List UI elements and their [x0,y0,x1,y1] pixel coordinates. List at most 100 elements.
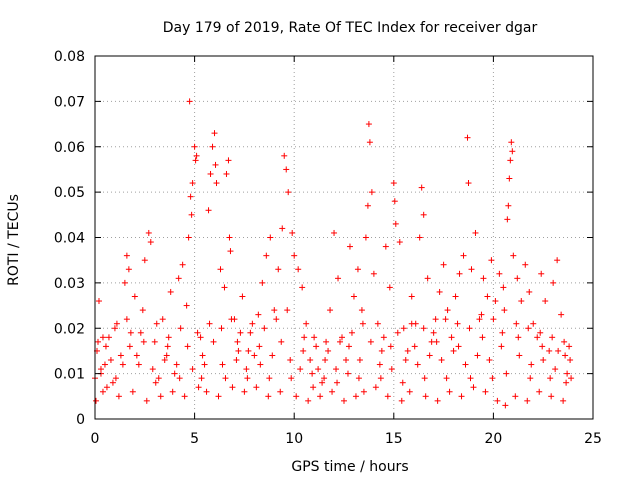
data-point [289,229,296,236]
data-point [283,166,290,173]
data-point [219,361,226,368]
data-point [507,157,514,164]
data-point [205,207,212,214]
data-point [466,325,473,332]
data-point [191,143,198,150]
data-point [443,375,450,382]
data-point [418,184,425,191]
data-point [506,175,513,182]
data-point [139,307,146,314]
data-point [358,307,365,314]
data-point [348,329,355,336]
data-point [278,338,285,345]
data-point [416,234,423,241]
data-point [109,379,116,386]
x-tick-label: 20 [484,431,502,447]
data-point [277,388,284,395]
data-point [525,325,532,332]
data-point [337,338,344,345]
data-point [420,325,427,332]
data-point [245,347,252,354]
y-tick-label: 0.02 [54,321,85,337]
x-tick-label: 0 [91,431,100,447]
data-point [554,257,561,264]
data-point [444,307,451,314]
data-point [155,375,162,382]
data-point [227,248,234,255]
y-tick-label: 0 [76,412,85,428]
data-point [323,338,330,345]
data-point [113,320,120,327]
data-point [184,343,191,350]
data-point [508,139,515,146]
data-point [359,320,366,327]
data-point [424,275,431,282]
data-point [152,379,159,386]
data-point [515,334,522,341]
data-point [344,370,351,377]
data-point [510,252,517,259]
data-point [426,352,433,359]
data-point [470,384,477,391]
data-point [257,361,264,368]
data-point [399,379,406,386]
data-point [223,170,230,177]
data-point [259,279,266,286]
data-point [500,284,507,291]
x-axis-label: GPS time / hours [291,459,408,475]
data-point [266,375,273,382]
data-point [446,388,453,395]
data-point [387,343,394,350]
data-point [455,343,462,350]
data-point [127,329,134,336]
y-tick-label: 0.08 [54,49,85,65]
data-point [537,329,544,336]
data-point [171,370,178,377]
data-point [368,189,375,196]
data-point [261,325,268,332]
data-point [374,320,381,327]
data-point [229,384,236,391]
data-point [167,288,174,295]
data-point [516,352,523,359]
data-point [92,397,99,404]
data-point [352,393,359,400]
data-point [325,347,332,354]
data-point [354,266,361,273]
data-point [183,302,190,309]
data-point [175,275,182,282]
data-point [319,379,326,386]
data-point [285,189,292,196]
data-point [450,347,457,354]
data-point [339,334,346,341]
data-point [201,361,208,368]
data-point [341,397,347,404]
data-point [334,379,341,386]
data-point [305,397,312,404]
data-point [538,270,545,277]
data-point [536,388,543,395]
data-point [512,393,519,400]
data-point [143,397,150,404]
data-point [307,357,314,364]
data-point [452,293,459,300]
data-point [539,343,546,350]
data-point [141,257,148,264]
data-point [291,252,298,259]
data-point [94,338,101,345]
data-point [408,293,415,300]
data-point [568,375,575,382]
data-point [430,329,437,336]
data-point [194,329,201,336]
data-point [400,325,407,332]
data-point [454,320,461,327]
data-point [390,180,397,187]
y-axis-label: ROTI / TECUs [6,194,22,286]
data-point [420,211,427,218]
data-point [560,397,567,404]
data-point [555,347,562,354]
data-point [237,329,244,336]
data-point [157,393,164,400]
data-point [119,361,126,368]
data-point [253,384,260,391]
